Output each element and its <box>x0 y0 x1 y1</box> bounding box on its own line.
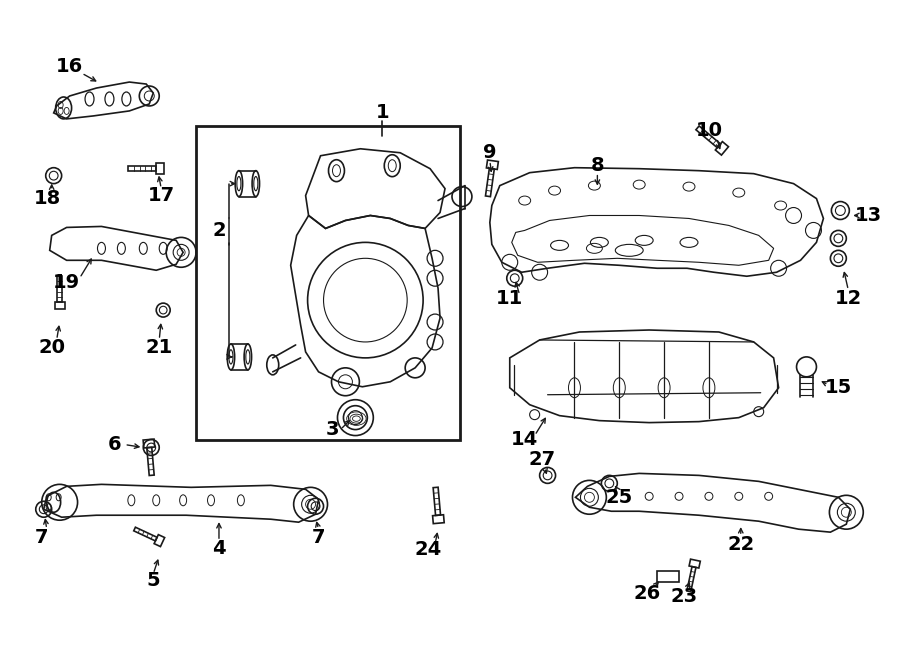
Text: 2: 2 <box>212 221 226 240</box>
Text: 14: 14 <box>511 430 538 449</box>
Text: 8: 8 <box>590 156 604 175</box>
Text: 13: 13 <box>855 206 882 225</box>
Text: 15: 15 <box>824 378 852 397</box>
Text: 6: 6 <box>108 435 122 454</box>
Text: 25: 25 <box>606 488 633 507</box>
Text: 11: 11 <box>496 289 524 308</box>
Text: 5: 5 <box>147 571 160 591</box>
Text: 16: 16 <box>56 57 83 75</box>
Bar <box>196 126 460 440</box>
Text: 24: 24 <box>415 540 442 559</box>
Text: 7: 7 <box>35 528 49 547</box>
Text: 26: 26 <box>634 585 661 603</box>
Text: 19: 19 <box>53 273 80 292</box>
Text: 23: 23 <box>670 587 698 606</box>
Text: 9: 9 <box>483 143 497 162</box>
Text: 7: 7 <box>311 528 325 547</box>
Text: 21: 21 <box>146 338 173 357</box>
Text: 1: 1 <box>375 103 389 122</box>
Text: 3: 3 <box>326 420 339 439</box>
Text: 12: 12 <box>834 289 862 308</box>
Bar <box>657 571 679 582</box>
Text: 17: 17 <box>148 186 175 205</box>
Text: 27: 27 <box>528 450 555 469</box>
Text: 18: 18 <box>34 189 61 208</box>
Text: 4: 4 <box>212 539 226 557</box>
Text: 20: 20 <box>38 338 65 357</box>
Text: 10: 10 <box>696 121 723 140</box>
Text: 22: 22 <box>727 535 754 553</box>
